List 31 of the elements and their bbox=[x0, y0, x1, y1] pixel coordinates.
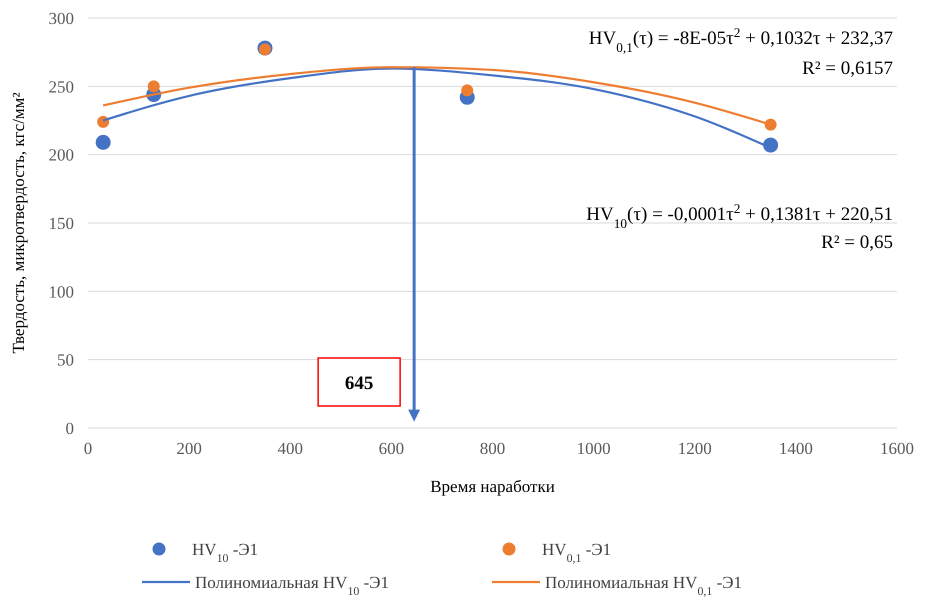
y-tick-label: 300 bbox=[48, 9, 74, 28]
x-tick-label: 1200 bbox=[678, 439, 712, 458]
y-axis-title: Твердость, микротвердость, кгс/мм² bbox=[9, 92, 28, 354]
y-tick-label: 200 bbox=[48, 146, 74, 165]
x-tick-label: 400 bbox=[278, 439, 303, 458]
x-tick-label: 200 bbox=[176, 439, 202, 458]
point bbox=[148, 80, 160, 92]
x-tick-label: 800 bbox=[480, 439, 506, 458]
x-tick-label: 0 bbox=[84, 439, 92, 458]
y-tick-label: 50 bbox=[57, 350, 74, 370]
point bbox=[461, 84, 474, 96]
annotation: HV$_{10}$(τ) = -0,0001τ$^{2}$ + 0,1381τ + 220,51 bbox=[586, 200, 893, 230]
legend-label: Полиномиальная HV$_{0,1}$ -Э1 bbox=[545, 573, 742, 598]
y-tick-label: 100 bbox=[48, 282, 74, 302]
legend-label: HV$_{0,1}$ -Э1 bbox=[542, 540, 612, 565]
x-tick-label: 1000 bbox=[576, 439, 611, 458]
y-tick-label: 250 bbox=[48, 77, 74, 96]
x-tick-label: 1600 bbox=[880, 439, 914, 458]
ref-line-label: 645 bbox=[344, 373, 374, 394]
x-tick-label: 1400 bbox=[778, 439, 813, 458]
legend-label: Полиномиальная HV$_{10}$ -Э1 bbox=[195, 573, 389, 598]
annotation: HV$_{0,1}$(τ) = -8E-05τ$^{2}$ + 0,1032τ + 232,37 bbox=[588, 24, 893, 54]
annotation: R² = 0,65 bbox=[821, 232, 893, 253]
point bbox=[96, 134, 111, 150]
y-tick-label: 0 bbox=[66, 419, 74, 438]
y-tick-label: 150 bbox=[48, 214, 74, 233]
legend-label: HV$_{10}$ -Э1 bbox=[192, 540, 258, 565]
annotation: R² = 0,6157 bbox=[802, 58, 893, 79]
x-axis-title: Время наработки bbox=[430, 477, 555, 496]
point bbox=[763, 138, 778, 153]
x-tick-label: 600 bbox=[378, 439, 404, 458]
